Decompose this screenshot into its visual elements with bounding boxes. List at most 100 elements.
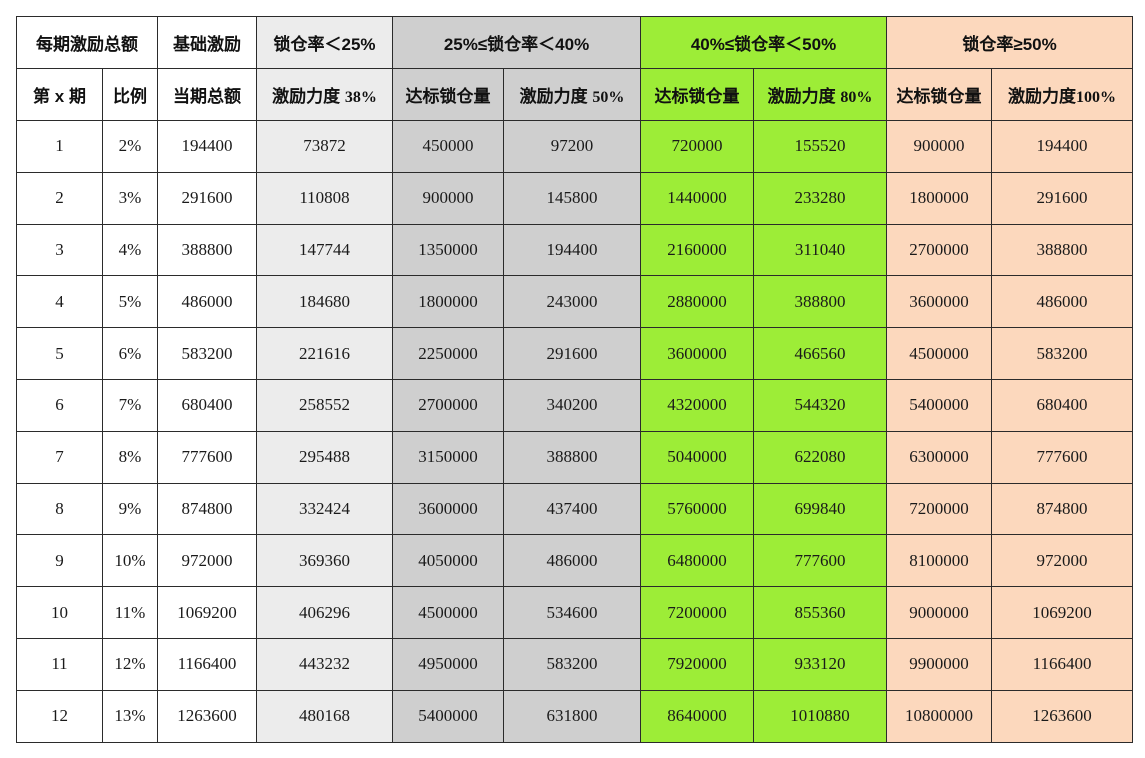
cell-ratio: 9% [102,482,158,536]
header-base-incentive: 基础激励 [157,16,257,69]
cell-current-total: 194400 [157,120,257,173]
cell-tier3-incentive: 311040 [753,223,888,277]
cell-tier4-incentive: 1263600 [991,689,1134,743]
header-tier1-force-label: 激励力度 [272,87,341,106]
cell-tier3-incentive: 544320 [753,378,888,432]
cell-tier1-incentive: 258552 [256,378,393,432]
cell-current-total: 972000 [157,534,257,588]
cell-ratio: 2% [102,120,158,173]
cell-tier1-incentive: 110808 [256,171,393,225]
cell-ratio: 7% [102,378,158,432]
header-tier3-force-label: 激励力度 [767,87,836,106]
header-tier4-force-pct: 100% [1076,89,1117,106]
table-row: 9 10% 972000 369360 4050000 486000 6480000 7776… [16,534,1134,588]
cell-period: 8 [16,482,103,536]
header-current-total: 当期总额 [157,68,257,121]
cell-tier2-target: 900000 [392,171,504,225]
cell-tier2-incentive: 631800 [502,689,642,743]
cell-tier3-target: 4320000 [640,378,755,432]
cell-tier3-target: 5040000 [640,430,755,484]
cell-tier3-incentive: 155520 [753,120,888,173]
cell-tier2-incentive: 583200 [502,637,642,691]
cell-tier2-target: 4050000 [392,534,504,588]
cell-tier1-incentive: 480168 [256,689,393,743]
cell-current-total: 583200 [157,327,257,380]
header-period: 第 x 期 [16,68,103,121]
cell-tier2-target: 3150000 [392,430,504,484]
cell-tier4-target: 5400000 [886,378,993,432]
cell-tier1-incentive: 332424 [256,482,393,536]
cell-tier1-incentive: 184680 [256,275,393,329]
header-tier1-force: 激励力度 38% [256,68,393,121]
cell-tier2-incentive: 194400 [502,223,642,277]
cell-tier4-target: 10800000 [886,689,993,743]
cell-tier2-target: 4500000 [392,586,504,639]
cell-ratio: 6% [102,327,158,380]
cell-tier2-target: 450000 [392,120,504,173]
cell-period: 11 [16,637,103,691]
cell-current-total: 486000 [157,275,257,329]
incentive-table: 每期激励总额 基础激励 锁仓率＜25% 25%≤锁仓率＜40% 40%≤锁仓率＜… [16,16,1134,743]
cell-tier3-target: 2880000 [640,275,755,329]
cell-ratio: 5% [102,275,158,329]
header-row-1: 每期激励总额 基础激励 锁仓率＜25% 25%≤锁仓率＜40% 40%≤锁仓率＜… [16,16,1134,69]
cell-tier4-target: 8100000 [886,534,993,588]
cell-tier4-incentive: 874800 [991,482,1134,536]
cell-tier4-target: 7200000 [886,482,993,536]
header-tier3-target: 达标锁仓量 [640,68,755,121]
cell-tier1-incentive: 147744 [256,223,393,277]
cell-tier3-incentive: 933120 [753,637,888,691]
cell-tier2-target: 2250000 [392,327,504,380]
header-tier2-force-label: 激励力度 [519,87,588,106]
table-row: 7 8% 777600 295488 3150000 388800 5040000 62208… [16,430,1134,484]
cell-period: 2 [16,171,103,225]
cell-current-total: 388800 [157,223,257,277]
cell-tier2-incentive: 437400 [502,482,642,536]
cell-tier4-incentive: 680400 [991,378,1134,432]
cell-tier2-target: 2700000 [392,378,504,432]
cell-tier1-incentive: 221616 [256,327,393,380]
cell-tier2-incentive: 486000 [502,534,642,588]
cell-tier4-target: 1800000 [886,171,993,225]
cell-tier4-target: 900000 [886,120,993,173]
table-row: 11 12% 1166400 443232 4950000 583200 7920000 93… [16,637,1134,691]
cell-ratio: 4% [102,223,158,277]
cell-tier4-incentive: 972000 [991,534,1134,588]
cell-current-total: 1263600 [157,689,257,743]
table-row: 6 7% 680400 258552 2700000 340200 4320000 54432… [16,378,1134,432]
cell-tier4-target: 9000000 [886,586,993,639]
cell-tier3-incentive: 466560 [753,327,888,380]
cell-ratio: 13% [102,689,158,743]
cell-ratio: 8% [102,430,158,484]
cell-period: 7 [16,430,103,484]
incentive-table-container: 每期激励总额 基础激励 锁仓率＜25% 25%≤锁仓率＜40% 40%≤锁仓率＜… [16,16,1134,743]
cell-tier2-incentive: 534600 [502,586,642,639]
cell-tier2-target: 1350000 [392,223,504,277]
cell-tier4-incentive: 486000 [991,275,1134,329]
cell-tier1-incentive: 295488 [256,430,393,484]
cell-period: 12 [16,689,103,743]
cell-tier3-incentive: 233280 [753,171,888,225]
cell-tier2-target: 5400000 [392,689,504,743]
cell-tier3-incentive: 699840 [753,482,888,536]
header-tier3: 40%≤锁仓率＜50% [640,16,888,69]
cell-ratio: 3% [102,171,158,225]
cell-tier4-target: 2700000 [886,223,993,277]
cell-tier3-incentive: 388800 [753,275,888,329]
cell-tier4-target: 4500000 [886,327,993,380]
cell-tier1-incentive: 443232 [256,637,393,691]
cell-tier2-target: 4950000 [392,637,504,691]
cell-tier3-target: 7200000 [640,586,755,639]
cell-tier4-incentive: 194400 [991,120,1134,173]
cell-tier1-incentive: 369360 [256,534,393,588]
header-tier4: 锁仓率≥50% [886,16,1134,69]
table-row: 4 5% 486000 184680 1800000 243000 2880000 38880… [16,275,1134,329]
cell-tier1-incentive: 406296 [256,586,393,639]
cell-tier3-target: 720000 [640,120,755,173]
cell-tier4-incentive: 388800 [991,223,1134,277]
cell-tier4-incentive: 1166400 [991,637,1134,691]
header-tier4-target: 达标锁仓量 [886,68,993,121]
cell-tier3-target: 2160000 [640,223,755,277]
header-tier4-force-label: 激励力度 [1008,87,1077,106]
cell-tier4-incentive: 583200 [991,327,1134,380]
